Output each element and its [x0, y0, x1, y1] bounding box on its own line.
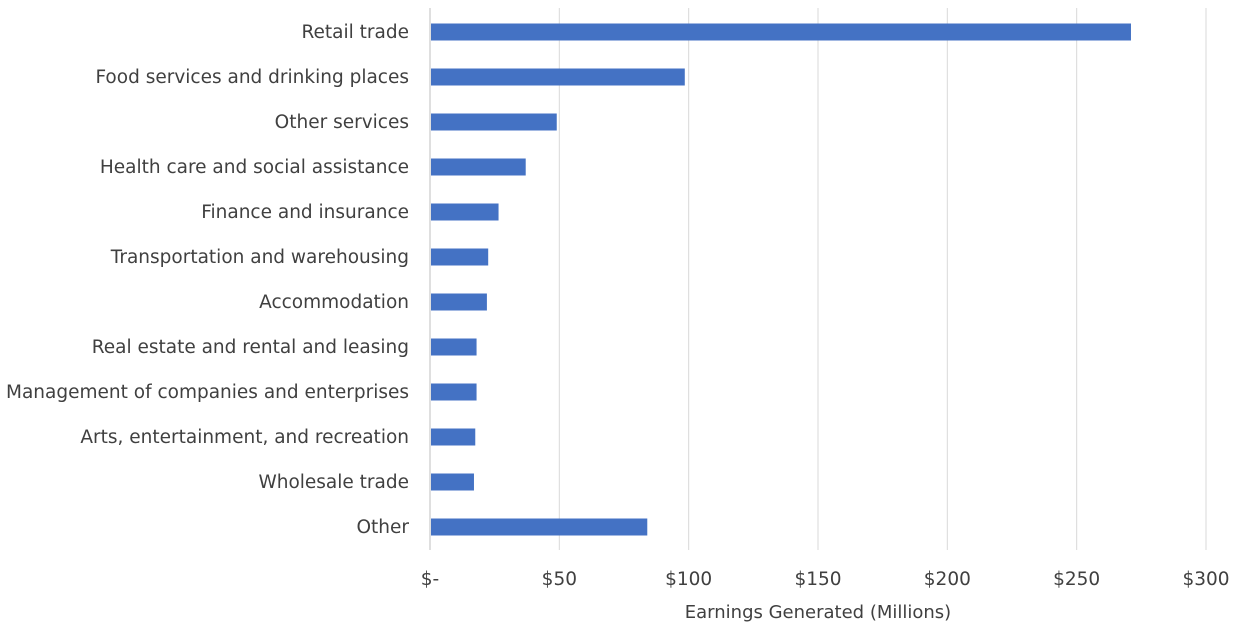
bar — [431, 113, 557, 131]
category-label: Other services — [275, 112, 409, 133]
bar — [431, 248, 489, 266]
category-label: Transportation and warehousing — [110, 247, 409, 268]
x-tick-label: $- — [421, 569, 439, 590]
x-tick-label: $150 — [794, 569, 841, 590]
category-label: Real estate and rental and leasing — [92, 337, 409, 358]
category-label: Food services and drinking places — [95, 67, 409, 88]
bars — [431, 23, 1131, 536]
category-label: Management of companies and enterprises — [6, 382, 409, 403]
x-axis-title: Earnings Generated (Millions) — [685, 602, 951, 623]
bar — [431, 23, 1131, 41]
category-label: Wholesale trade — [258, 472, 409, 493]
category-label: Retail trade — [302, 22, 409, 43]
gridlines — [429, 8, 1207, 550]
category-label: Other — [356, 517, 409, 538]
category-labels: Retail trade Food services and drinking p… — [6, 22, 409, 538]
bar — [431, 68, 685, 86]
x-tick-label: $50 — [542, 569, 577, 590]
bar — [431, 383, 477, 401]
bar — [431, 518, 648, 536]
x-tick-label: $250 — [1053, 569, 1100, 590]
bar — [431, 338, 477, 356]
bar — [431, 473, 474, 491]
category-label: Health care and social assistance — [100, 157, 409, 178]
x-tick-label: $300 — [1182, 569, 1229, 590]
bar — [431, 203, 499, 221]
x-tick-labels: $- $50 $100 $150 $200 $250 $300 — [421, 569, 1230, 590]
category-label: Arts, entertainment, and recreation — [80, 427, 409, 448]
category-label: Accommodation — [259, 292, 409, 313]
bar — [431, 158, 526, 176]
x-tick-label: $200 — [924, 569, 971, 590]
bar — [431, 293, 487, 311]
bar — [431, 428, 476, 446]
x-tick-label: $100 — [665, 569, 712, 590]
category-label: Finance and insurance — [201, 202, 409, 223]
